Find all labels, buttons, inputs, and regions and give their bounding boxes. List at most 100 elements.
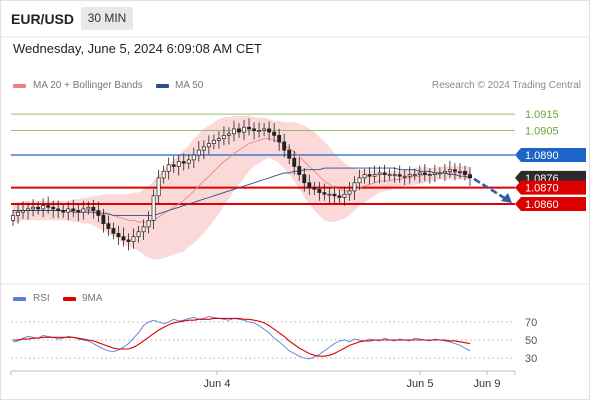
candle-body [146, 219, 151, 228]
candle-body [352, 182, 357, 192]
candle-body [312, 187, 317, 190]
candle-body [292, 157, 297, 167]
candle-body [402, 175, 407, 178]
candle-body [392, 174, 397, 176]
candle-body [277, 135, 282, 143]
candle-body [387, 174, 392, 176]
candle-body [51, 206, 56, 210]
candle-body [31, 206, 36, 210]
bollinger-band-area [13, 115, 470, 260]
timeframe-button[interactable]: 30 MIN [81, 7, 133, 30]
candle-body [463, 170, 467, 175]
credit-label: Research © 2024 Trading Central [431, 80, 581, 91]
ma50-legend-swatch [156, 84, 169, 88]
rsi-series-rsi [12, 316, 471, 360]
candle-body [156, 177, 161, 197]
candle-body [36, 206, 41, 210]
candle-body [176, 161, 181, 167]
candle-body [71, 208, 76, 211]
candle-body [191, 154, 196, 161]
candle-body [452, 169, 457, 172]
candle-body [347, 190, 352, 195]
candle-body [211, 139, 216, 144]
candle-body [458, 170, 462, 173]
candle-body [131, 236, 136, 242]
candle-body [317, 188, 322, 193]
candle-body [382, 172, 387, 175]
candle-body [46, 205, 51, 208]
candle-body [181, 161, 186, 164]
candle-body [362, 174, 367, 179]
ma50-line [13, 167, 471, 216]
candle-body [307, 182, 312, 189]
level-label-1-0915: 1.0915 [525, 109, 559, 121]
candle-body [56, 208, 61, 211]
candle-body [91, 206, 96, 211]
candle-body [327, 193, 332, 196]
level-label-1-0860: 1.0860 [525, 199, 559, 211]
candle-body [86, 206, 91, 210]
candle-body [151, 195, 156, 221]
candle-body [422, 172, 427, 175]
candle-body [136, 231, 141, 238]
candle-body [282, 141, 287, 151]
ma50-legend-label: MA 50 [175, 80, 204, 91]
candle-body [267, 128, 272, 133]
candle-body [287, 149, 292, 159]
rsi-tick-label-70: 70 [525, 317, 537, 329]
x-tick-label: Jun 5 [407, 378, 434, 390]
candle-body [196, 149, 201, 156]
level-tag-1-0890 [515, 148, 586, 162]
candle-body [11, 215, 15, 221]
candle-body [161, 170, 166, 179]
symbol-label: EUR/USD [11, 11, 75, 27]
candle-body [106, 223, 111, 229]
candle-body [447, 169, 452, 172]
level-tag-1-0870 [515, 180, 586, 195]
projection-arrow-shaft [473, 177, 507, 201]
candle-body [171, 164, 176, 167]
candle-body [372, 174, 377, 177]
candle-body [432, 172, 437, 175]
candle-body [262, 128, 267, 131]
candle-body [61, 210, 66, 213]
candle-body [377, 172, 382, 175]
rsi-tick-label-50: 50 [525, 335, 537, 347]
candle-body [367, 174, 372, 177]
candle-body [121, 236, 126, 241]
rsi-legend-label: RSI [33, 293, 50, 304]
candle-body [397, 174, 402, 177]
candle-body [322, 192, 327, 195]
candle-body [297, 166, 302, 175]
candle-body [257, 130, 262, 132]
candle-body [232, 128, 236, 135]
candle-body [216, 138, 221, 141]
x-tick-label: Jun 9 [474, 378, 501, 390]
rsi-ma-legend-label: 9MA [82, 293, 103, 304]
candle-body [226, 133, 231, 136]
candle-body [427, 174, 432, 176]
candle-body [221, 135, 226, 140]
rsi-legend-swatch [13, 297, 26, 301]
level-label-1-0890: 1.0890 [525, 150, 559, 162]
candle-body [141, 226, 146, 233]
candle-body [96, 210, 101, 216]
candle-body [16, 211, 20, 216]
candle-body [81, 208, 86, 213]
candle-body [252, 128, 257, 131]
candle-body [342, 193, 347, 198]
candle-body [237, 128, 241, 133]
candle-body [186, 159, 191, 164]
candles-group [11, 118, 472, 251]
candle-body [302, 174, 307, 184]
candle-body [242, 126, 246, 133]
level-label-1-0870: 1.0870 [525, 183, 559, 195]
candle-body [21, 210, 25, 213]
rsi-series-9ma [13, 317, 471, 357]
datetime-label: Wednesday, June 5, 2024 6:09:08 AM CET [13, 41, 262, 56]
candle-body [442, 170, 447, 174]
level-tag-1-0860 [515, 197, 586, 211]
candle-body [66, 208, 71, 213]
candle-body [166, 164, 171, 172]
